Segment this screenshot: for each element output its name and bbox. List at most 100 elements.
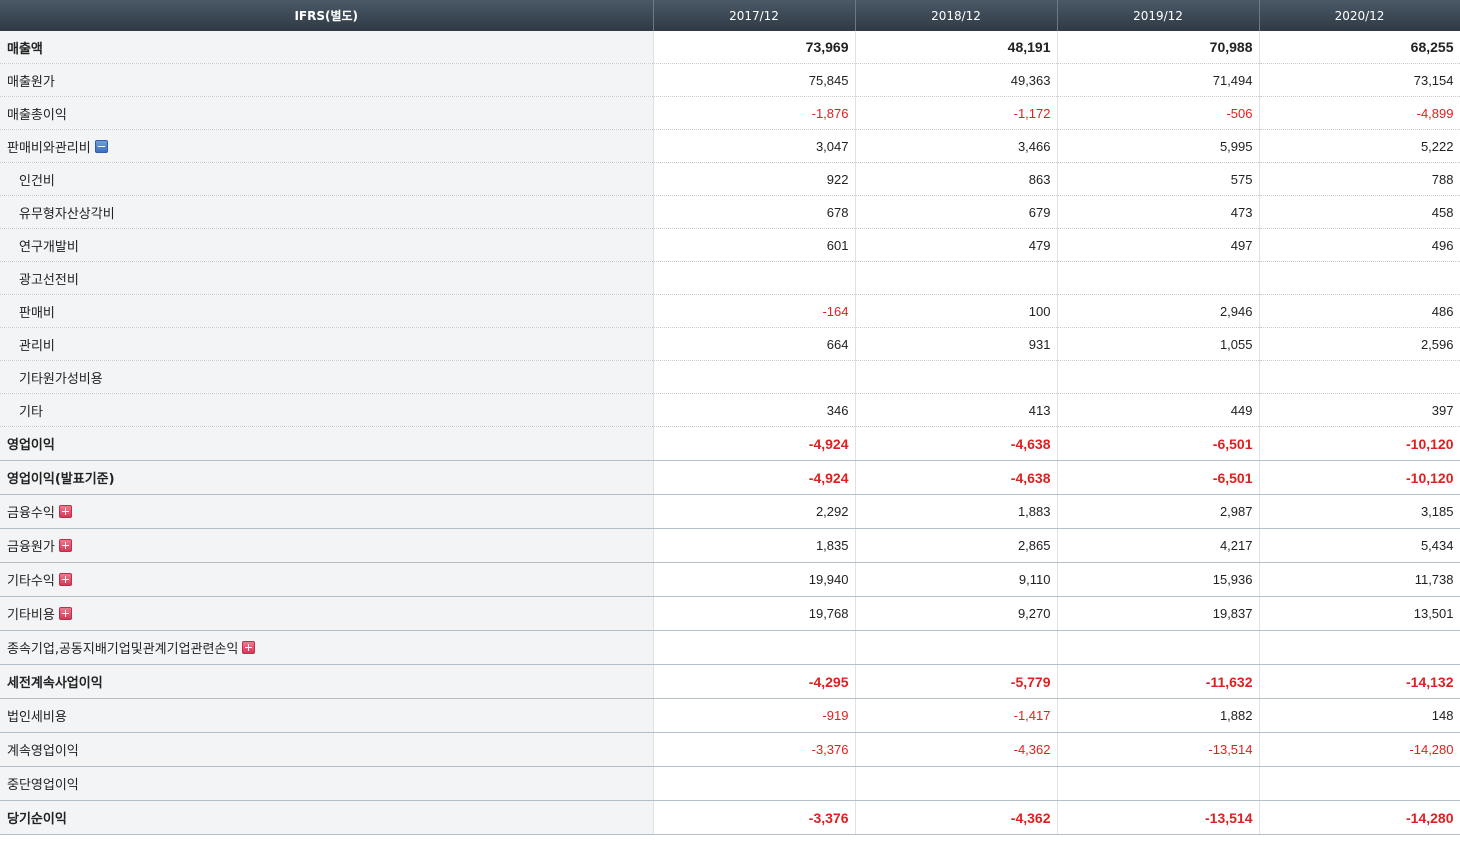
cell-value: 449: [1057, 393, 1260, 427]
cell-value: 2,292: [653, 494, 856, 529]
cell-value: 3,466: [855, 129, 1058, 163]
cell-value: 3,047: [653, 129, 856, 163]
cell-value: 9,110: [855, 562, 1058, 597]
row-label: 기타수익: [7, 574, 55, 589]
cell-value: 5,434: [1259, 528, 1460, 563]
row-label: 매출총이익: [0, 96, 654, 130]
row-label-cell: 판매비와관리비: [0, 129, 654, 163]
row-label: 판매비와관리비: [7, 140, 91, 156]
table-row-pretax-income: 세전계속사업이익 -4,295 -5,779 -11,632 -14,132: [0, 664, 1460, 699]
header-period-2018: 2018/12: [855, 0, 1058, 31]
cell-value: 2,987: [1057, 494, 1260, 529]
table-row-other-cost: 기타원가성비용: [0, 360, 1460, 394]
row-label: 금융수익: [7, 506, 55, 521]
cell-value: -13,514: [1057, 732, 1260, 767]
row-label: 인건비: [0, 162, 654, 196]
expand-icon[interactable]: [58, 505, 72, 518]
cell-value: 664: [653, 327, 856, 361]
row-label: 기타원가성비용: [0, 360, 654, 394]
cell-value: [1057, 630, 1260, 665]
cell-value: 1,882: [1057, 698, 1260, 733]
row-label: 기타비용: [7, 608, 55, 623]
expand-icon[interactable]: [58, 573, 72, 586]
cell-value: 19,768: [653, 596, 856, 631]
row-label: 당기순이익: [0, 800, 654, 835]
cell-value: 863: [855, 162, 1058, 196]
cell-value: [1057, 360, 1260, 394]
expand-icon[interactable]: [58, 607, 72, 620]
row-label: 종속기업,공동지배기업및관계기업관련손익: [7, 642, 239, 657]
cell-value: 100: [855, 294, 1058, 328]
cell-value: 11,738: [1259, 562, 1460, 597]
cell-value: 788: [1259, 162, 1460, 196]
cell-value: 5,222: [1259, 129, 1460, 163]
cell-value: 73,969: [653, 31, 856, 64]
cell-value: 413: [855, 393, 1058, 427]
cell-value: 479: [855, 228, 1058, 262]
cell-value: 19,837: [1057, 596, 1260, 631]
table-header-row: IFRS(별도) 2017/12 2018/12 2019/12 2020/12: [0, 0, 1460, 31]
cell-value: [1057, 766, 1260, 801]
expand-icon[interactable]: [242, 641, 256, 654]
cell-value: -4,295: [653, 664, 856, 699]
table-row-income-tax: 법인세비용 -919 -1,417 1,882 148: [0, 698, 1460, 733]
row-label: 세전계속사업이익: [0, 664, 654, 699]
cell-value: -4,362: [855, 732, 1058, 767]
header-period-2017: 2017/12: [653, 0, 856, 31]
cell-value: -4,924: [653, 426, 856, 461]
header-period-2020: 2020/12: [1259, 0, 1460, 31]
cell-value: -6,501: [1057, 426, 1260, 461]
cell-value: [653, 360, 856, 394]
table-row-net-income: 당기순이익 -3,376 -4,362 -13,514 -14,280: [0, 800, 1460, 835]
table-row-admin-expense: 관리비 664 931 1,055 2,596: [0, 327, 1460, 361]
cell-value: -11,632: [1057, 664, 1260, 699]
cell-value: 49,363: [855, 63, 1058, 97]
table-row-selling-expense: 판매비 -164 100 2,946 486: [0, 294, 1460, 328]
cell-value: 2,946: [1057, 294, 1260, 328]
cell-value: 678: [653, 195, 856, 229]
cell-value: [653, 630, 856, 665]
cell-value: 4,217: [1057, 528, 1260, 563]
table-row-other-income: 기타수익 19,940 9,110 15,936 11,738: [0, 562, 1460, 597]
cell-value: -14,280: [1259, 800, 1460, 835]
row-label: 중단영업이익: [0, 766, 654, 801]
table-row-discontinued-ops-income: 중단영업이익: [0, 766, 1460, 801]
cell-value: 1,835: [653, 528, 856, 563]
row-label-cell: 기타비용: [0, 596, 654, 631]
collapse-icon[interactable]: [94, 139, 108, 153]
row-label: 영업이익(발표기준): [0, 460, 654, 495]
cell-value: 473: [1057, 195, 1260, 229]
table-row-gross-profit: 매출총이익 -1,876 -1,172 -506 -4,899: [0, 96, 1460, 130]
row-label: 법인세비용: [0, 698, 654, 733]
table-row-labor-cost: 인건비 922 863 575 788: [0, 162, 1460, 196]
row-label: 계속영업이익: [0, 732, 654, 767]
cell-value: [1057, 261, 1260, 295]
table-row-other: 기타 346 413 449 397: [0, 393, 1460, 427]
cell-value: 75,845: [653, 63, 856, 97]
cell-value: [1259, 630, 1460, 665]
table-row-cost-of-sales: 매출원가 75,845 49,363 71,494 73,154: [0, 63, 1460, 97]
cell-value: -4,899: [1259, 96, 1460, 130]
cell-value: [855, 630, 1058, 665]
cell-value: 70,988: [1057, 31, 1260, 64]
cell-value: 346: [653, 393, 856, 427]
row-label: 매출액: [0, 31, 654, 64]
cell-value: -4,362: [855, 800, 1058, 835]
cell-value: 9,270: [855, 596, 1058, 631]
expand-icon[interactable]: [58, 539, 72, 552]
cell-value: 1,055: [1057, 327, 1260, 361]
cell-value: -14,132: [1259, 664, 1460, 699]
row-label: 판매비: [0, 294, 654, 328]
financial-statement-table: IFRS(별도) 2017/12 2018/12 2019/12 2020/12…: [0, 0, 1460, 835]
cell-value: -10,120: [1259, 460, 1460, 495]
cell-value: 19,940: [653, 562, 856, 597]
cell-value: 68,255: [1259, 31, 1460, 64]
row-label: 기타: [0, 393, 654, 427]
cell-value: -13,514: [1057, 800, 1260, 835]
cell-value: 931: [855, 327, 1058, 361]
row-label-cell: 기타수익: [0, 562, 654, 597]
cell-value: -6,501: [1057, 460, 1260, 495]
cell-value: 486: [1259, 294, 1460, 328]
table-row-operating-income-reported: 영업이익(발표기준) -4,924 -4,638 -6,501 -10,120: [0, 460, 1460, 495]
cell-value: -1,172: [855, 96, 1058, 130]
